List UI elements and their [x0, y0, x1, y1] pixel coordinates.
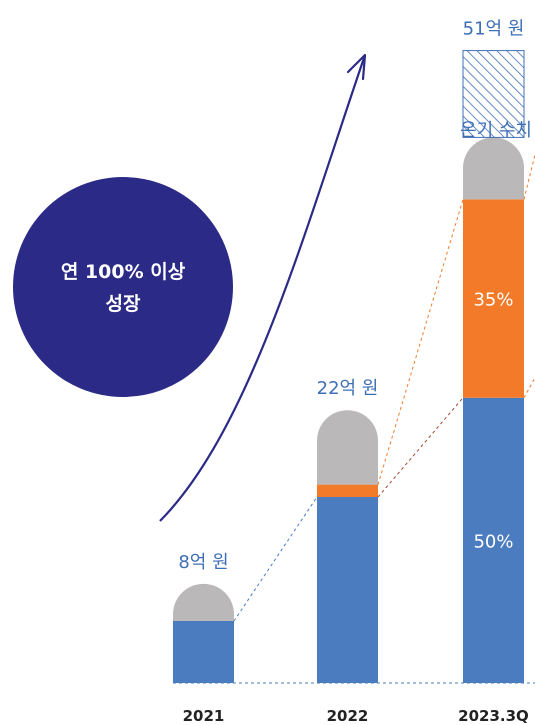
connector-line — [523, 154, 535, 200]
growth-badge-line2: 성장 — [106, 293, 141, 315]
bar-segment — [173, 621, 234, 683]
growth-badge-line1: 연 100% 이상 — [61, 261, 186, 283]
growth-badge-circle — [13, 177, 233, 397]
x-tick-label: 2021 — [183, 707, 225, 725]
pending-label: 온기 수치 — [460, 120, 532, 141]
bar-segment — [462, 50, 525, 138]
connector-line — [377, 397, 464, 498]
bar-segment — [173, 583, 234, 621]
connector-line — [523, 377, 535, 399]
growth-curve-arrow — [159, 54, 367, 522]
bar-total-label: 22억 원 — [317, 378, 379, 399]
bar-segment — [317, 410, 378, 485]
bar-segment — [317, 497, 378, 683]
bar-segment — [463, 137, 524, 200]
connector-line — [377, 199, 464, 485]
connector-line — [233, 496, 318, 622]
x-tick-label: 2023.3Q — [458, 707, 529, 725]
growth-arrowhead-icon — [346, 53, 367, 81]
x-tick-label: 2022 — [327, 707, 369, 725]
bar-segment — [317, 484, 378, 497]
segment-pct-label: 50% — [473, 531, 513, 552]
bar-segment — [463, 199, 524, 398]
bar-total-label: 8억 원 — [178, 552, 228, 573]
bar-segment — [463, 397, 524, 683]
bar-total-label: 51억 원 — [463, 19, 525, 40]
segment-pct-label: 35% — [473, 290, 513, 311]
